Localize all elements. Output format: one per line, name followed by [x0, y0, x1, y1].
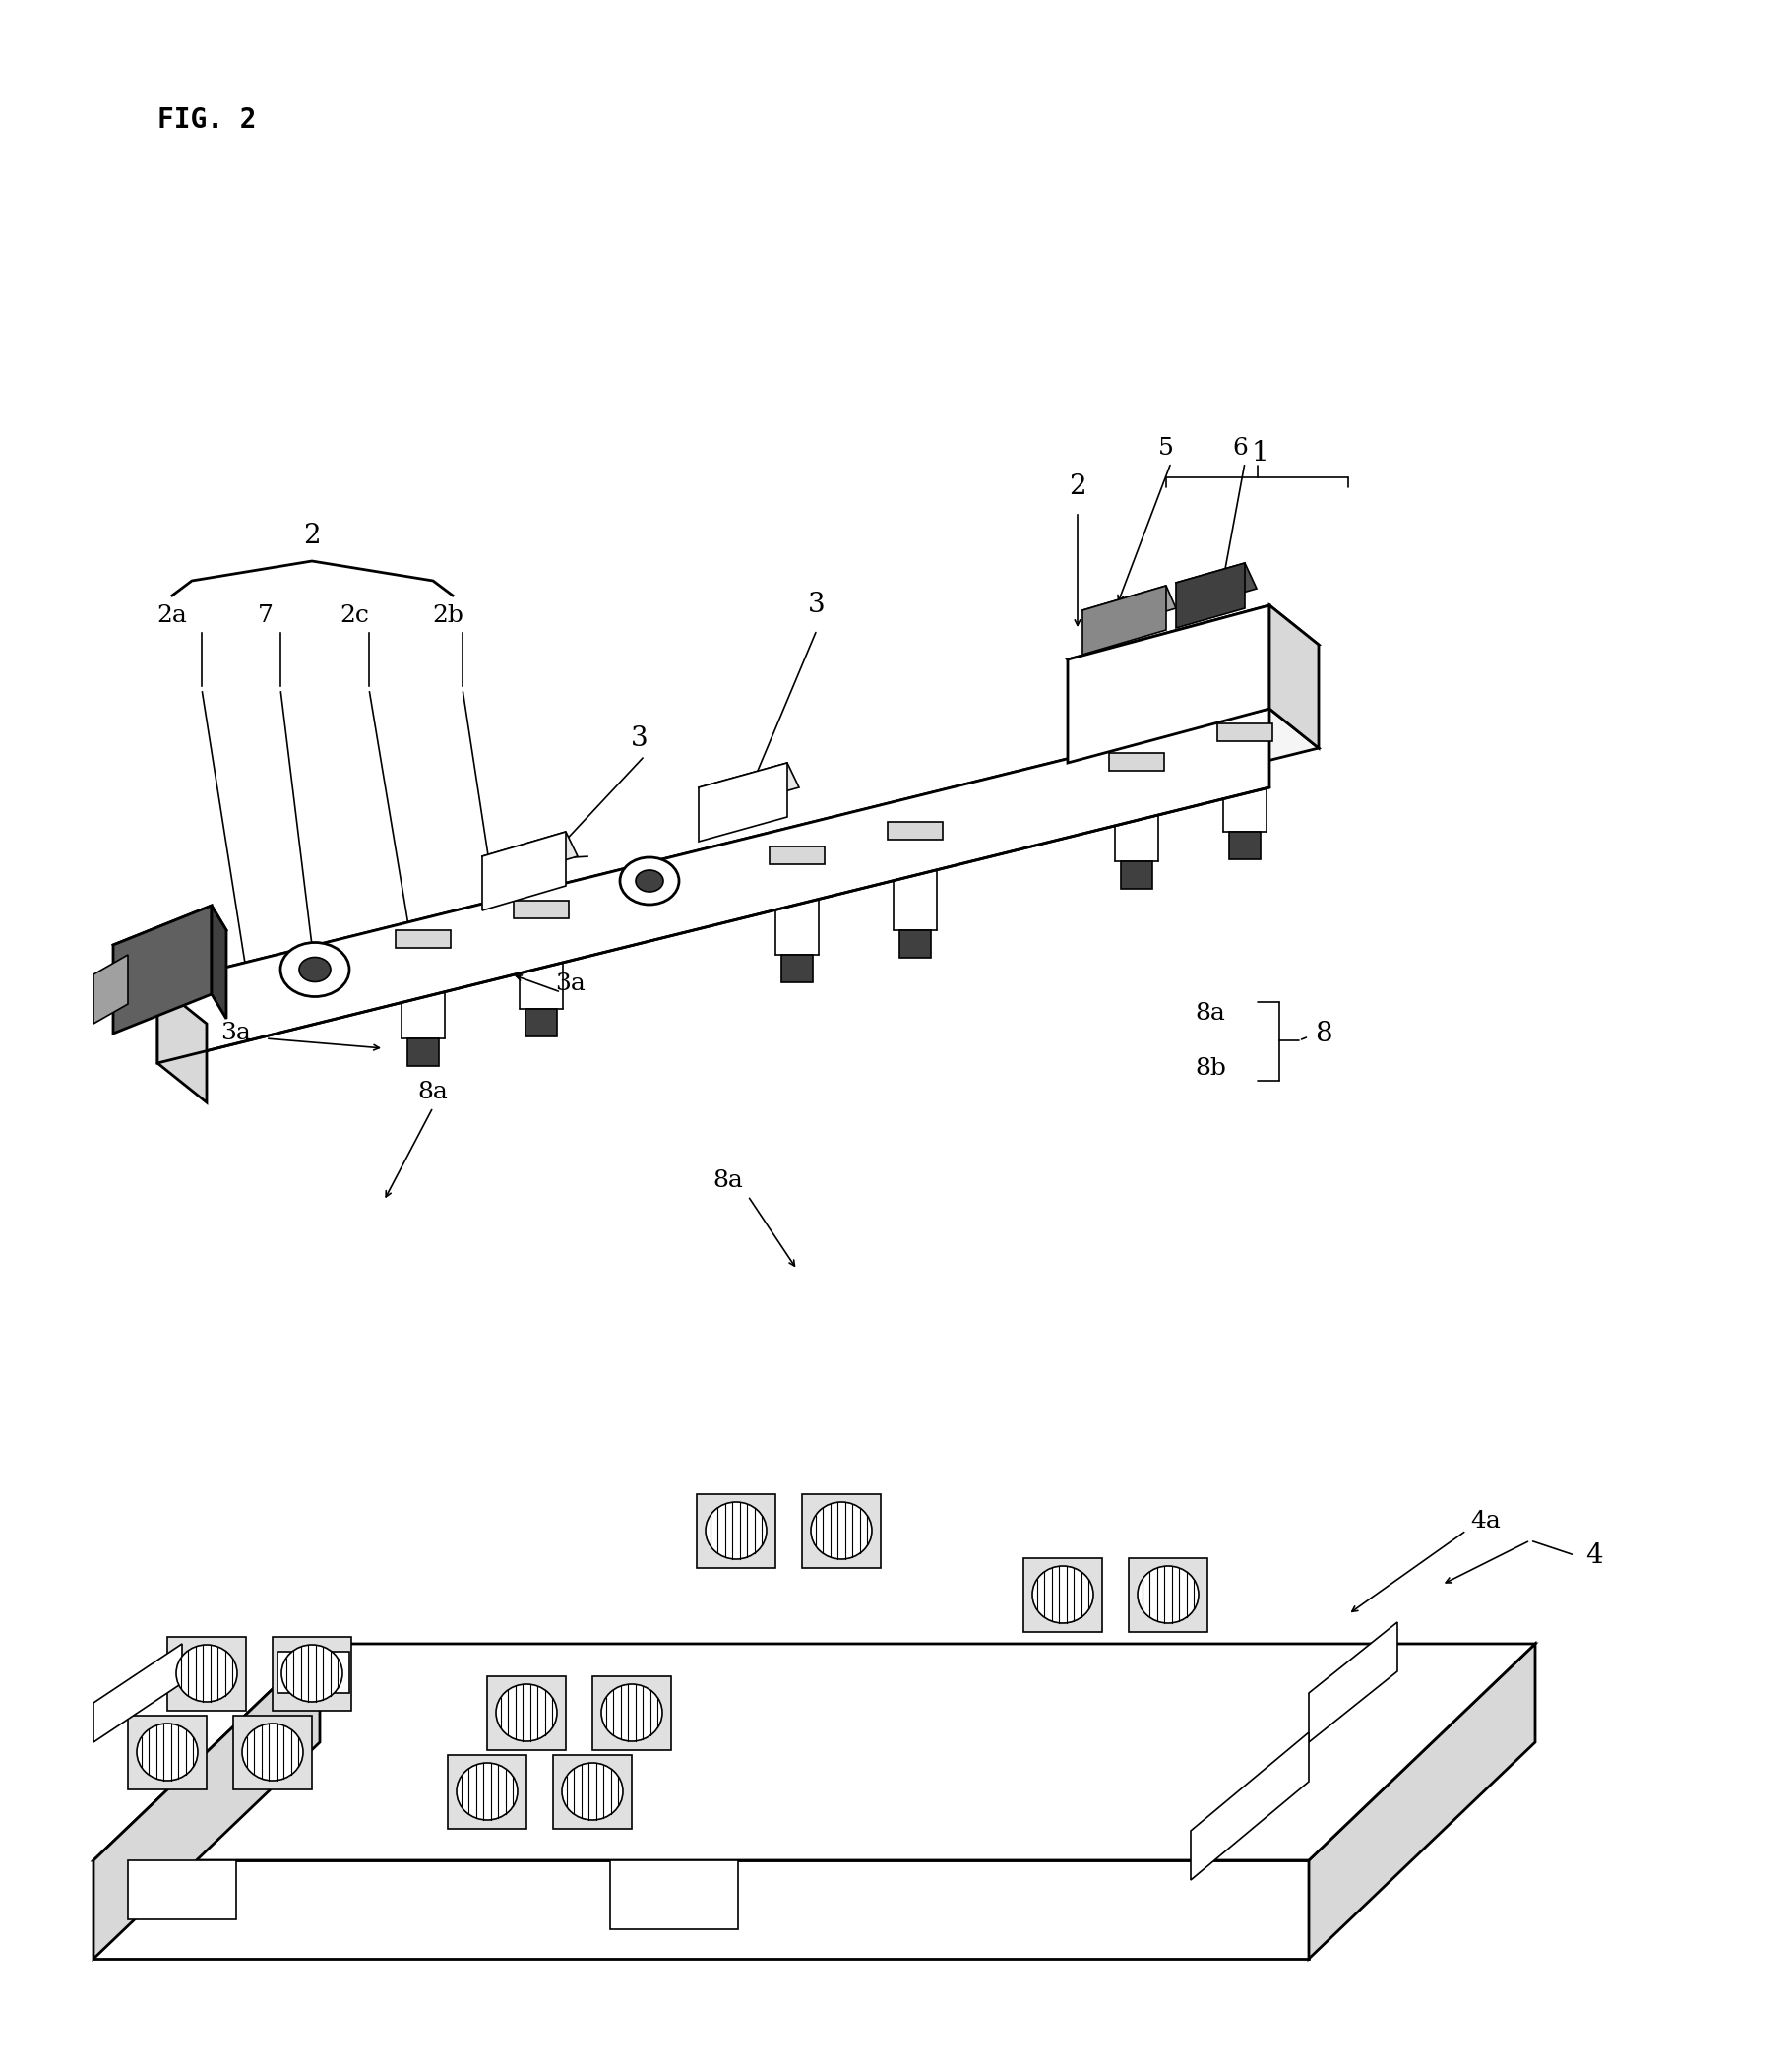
- Polygon shape: [1082, 586, 1167, 654]
- Polygon shape: [1120, 861, 1152, 890]
- Text: 3: 3: [631, 724, 649, 751]
- Polygon shape: [93, 1860, 1308, 1959]
- Text: 2b: 2b: [432, 604, 464, 627]
- Polygon shape: [525, 1010, 557, 1037]
- Text: 3: 3: [808, 592, 826, 619]
- Polygon shape: [1176, 563, 1245, 629]
- Ellipse shape: [706, 1502, 767, 1560]
- Polygon shape: [1308, 1622, 1398, 1742]
- Ellipse shape: [620, 857, 679, 904]
- Ellipse shape: [563, 1763, 624, 1821]
- Polygon shape: [158, 985, 206, 1103]
- Text: 2c: 2c: [339, 604, 369, 627]
- Text: 8a: 8a: [418, 1082, 448, 1105]
- Polygon shape: [887, 821, 943, 840]
- Polygon shape: [127, 1860, 237, 1920]
- Polygon shape: [113, 906, 211, 1034]
- Ellipse shape: [636, 871, 663, 892]
- Ellipse shape: [242, 1723, 303, 1781]
- Ellipse shape: [176, 1645, 237, 1703]
- Polygon shape: [113, 906, 226, 970]
- Text: 8a: 8a: [713, 1169, 744, 1192]
- Polygon shape: [1308, 1643, 1536, 1959]
- Polygon shape: [699, 763, 799, 811]
- Polygon shape: [1269, 606, 1319, 749]
- Ellipse shape: [810, 1502, 873, 1560]
- Text: 8b: 8b: [1195, 1057, 1226, 1080]
- Text: 8a: 8a: [1195, 1003, 1226, 1024]
- Polygon shape: [127, 1715, 206, 1790]
- Polygon shape: [1129, 1558, 1208, 1632]
- Text: 8: 8: [1315, 1020, 1331, 1047]
- Polygon shape: [233, 1715, 312, 1790]
- Polygon shape: [514, 900, 568, 919]
- Ellipse shape: [281, 943, 349, 997]
- Text: 7: 7: [258, 604, 274, 627]
- Polygon shape: [900, 931, 930, 958]
- Ellipse shape: [602, 1684, 663, 1742]
- Polygon shape: [697, 1494, 776, 1568]
- Polygon shape: [593, 1676, 672, 1750]
- Polygon shape: [272, 1637, 351, 1711]
- Polygon shape: [407, 1039, 439, 1066]
- Text: 2a: 2a: [158, 604, 188, 627]
- Polygon shape: [554, 1755, 633, 1829]
- Polygon shape: [1229, 832, 1260, 859]
- Polygon shape: [1190, 1732, 1308, 1881]
- Polygon shape: [158, 710, 1319, 1024]
- Polygon shape: [93, 1643, 319, 1959]
- Polygon shape: [781, 954, 814, 983]
- Polygon shape: [93, 954, 127, 1024]
- Text: 4: 4: [1586, 1541, 1602, 1568]
- Ellipse shape: [136, 1723, 197, 1781]
- Polygon shape: [803, 1494, 880, 1568]
- Polygon shape: [1068, 606, 1269, 763]
- Text: 3a: 3a: [220, 1022, 251, 1045]
- Polygon shape: [482, 832, 566, 910]
- Polygon shape: [1068, 606, 1319, 699]
- Text: 2: 2: [303, 523, 321, 550]
- Ellipse shape: [299, 958, 332, 983]
- Ellipse shape: [1032, 1566, 1093, 1622]
- Polygon shape: [487, 1676, 566, 1750]
- Text: 6: 6: [1233, 437, 1247, 459]
- Polygon shape: [1217, 724, 1272, 741]
- Polygon shape: [211, 906, 226, 1018]
- Text: 4a: 4a: [1471, 1510, 1502, 1531]
- Text: 5: 5: [1158, 437, 1174, 459]
- Polygon shape: [609, 1860, 738, 1928]
- Ellipse shape: [281, 1645, 342, 1703]
- Polygon shape: [699, 763, 787, 842]
- Ellipse shape: [1138, 1566, 1199, 1622]
- Text: 1: 1: [1251, 439, 1269, 466]
- Polygon shape: [93, 1643, 1536, 1860]
- Polygon shape: [93, 1643, 183, 1742]
- Polygon shape: [482, 832, 577, 881]
- Polygon shape: [278, 1651, 349, 1692]
- Text: FIG. 2: FIG. 2: [158, 106, 256, 134]
- Polygon shape: [1176, 563, 1256, 608]
- Polygon shape: [396, 931, 452, 948]
- Polygon shape: [448, 1755, 527, 1829]
- Polygon shape: [158, 710, 1269, 1063]
- Polygon shape: [1023, 1558, 1102, 1632]
- Polygon shape: [1082, 586, 1176, 633]
- Ellipse shape: [496, 1684, 557, 1742]
- Text: 3a: 3a: [556, 972, 586, 995]
- Polygon shape: [769, 846, 824, 865]
- Ellipse shape: [457, 1763, 518, 1821]
- Polygon shape: [1109, 753, 1165, 772]
- Polygon shape: [167, 1637, 246, 1711]
- Text: 2: 2: [1068, 474, 1086, 501]
